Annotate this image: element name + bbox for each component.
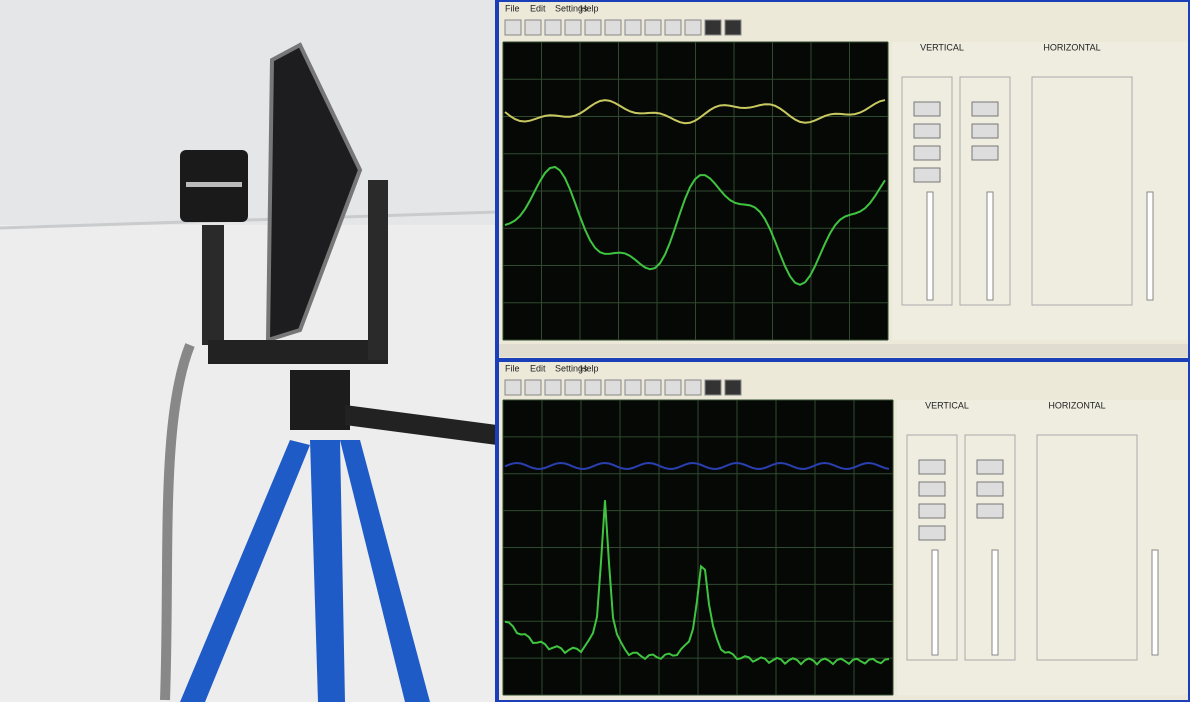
- toolbar-button[interactable]: [584, 19, 602, 36]
- toolbar-button[interactable]: [524, 19, 542, 36]
- slider[interactable]: [986, 191, 994, 301]
- panel-button[interactable]: [976, 459, 1004, 475]
- panel-button[interactable]: [913, 123, 941, 139]
- panel-button[interactable]: [918, 459, 946, 475]
- menu-item[interactable]: Help: [580, 363, 599, 373]
- toolbar-button[interactable]: [504, 19, 522, 36]
- panel-button[interactable]: [976, 503, 1004, 519]
- toolbar-button[interactable]: [724, 19, 742, 36]
- toolbar-button[interactable]: [544, 379, 562, 396]
- panel-button[interactable]: [971, 101, 999, 117]
- status-bar: [499, 344, 1188, 357]
- toolbar-button[interactable]: [644, 19, 662, 36]
- slider[interactable]: [1151, 549, 1159, 656]
- waveform: [504, 461, 890, 470]
- panel-header: HORIZONTAL: [1043, 42, 1100, 52]
- panel-header: HORIZONTAL: [1048, 400, 1105, 410]
- panel-button[interactable]: [976, 481, 1004, 497]
- photo: [0, 0, 498, 702]
- panel-button[interactable]: [913, 101, 941, 117]
- toolbar-button[interactable]: [684, 19, 702, 36]
- toolbar-button[interactable]: [584, 379, 602, 396]
- control-panel: [892, 42, 1187, 340]
- panel-group: [906, 434, 958, 661]
- toolbar-button[interactable]: [724, 379, 742, 396]
- panel-button[interactable]: [918, 481, 946, 497]
- menu-item[interactable]: File: [505, 363, 520, 373]
- toolbar-button[interactable]: [684, 379, 702, 396]
- toolbar-button[interactable]: [544, 19, 562, 36]
- panel-button[interactable]: [913, 145, 941, 161]
- slider[interactable]: [931, 549, 939, 656]
- toolbar-button[interactable]: [624, 19, 642, 36]
- menu-item[interactable]: File: [505, 3, 520, 13]
- toolbar-button[interactable]: [704, 19, 722, 36]
- arm: [202, 225, 224, 345]
- panel-group: [1031, 76, 1133, 306]
- spectrum: [504, 500, 890, 666]
- slider[interactable]: [926, 191, 934, 301]
- menu-item[interactable]: Settings: [555, 3, 588, 13]
- tripod-leg: [340, 440, 430, 702]
- toolbar-button[interactable]: [564, 379, 582, 396]
- panel-header: VERTICAL: [925, 400, 969, 410]
- wall-lower: [0, 225, 497, 702]
- bracket-side: [368, 180, 388, 360]
- toolbar-button[interactable]: [604, 19, 622, 36]
- toolbar-button[interactable]: [664, 379, 682, 396]
- toolbar-button[interactable]: [624, 379, 642, 396]
- toolbar-button[interactable]: [704, 379, 722, 396]
- menu-item[interactable]: Edit: [530, 363, 546, 373]
- tripod-head: [290, 370, 350, 430]
- panel-header: VERTICAL: [920, 42, 964, 52]
- string: [0, 210, 498, 230]
- menu-item[interactable]: Edit: [530, 3, 546, 13]
- menu-item[interactable]: Settings: [555, 363, 588, 373]
- mic-stripe: [186, 182, 242, 187]
- panel-button[interactable]: [918, 525, 946, 541]
- panel-button[interactable]: [918, 503, 946, 519]
- toolbar-button[interactable]: [524, 379, 542, 396]
- panel-button[interactable]: [971, 145, 999, 161]
- panel-group: [959, 76, 1011, 306]
- panel-group: [1036, 434, 1138, 661]
- bracket: [208, 340, 388, 364]
- toolbar-button[interactable]: [604, 379, 622, 396]
- toolbar-button[interactable]: [564, 19, 582, 36]
- cable: [160, 343, 195, 701]
- panel-button[interactable]: [913, 167, 941, 183]
- menu-item[interactable]: Help: [580, 3, 599, 13]
- handle: [345, 405, 497, 445]
- tripod-leg: [310, 440, 345, 702]
- slider[interactable]: [991, 549, 999, 656]
- tripod-leg: [180, 440, 310, 702]
- toolbar-button[interactable]: [664, 19, 682, 36]
- waveform: [504, 99, 886, 125]
- control-panel: [897, 400, 1187, 695]
- panel-group: [964, 434, 1016, 661]
- toolbar-button[interactable]: [504, 379, 522, 396]
- panel-button[interactable]: [971, 123, 999, 139]
- slider[interactable]: [1146, 191, 1154, 301]
- waveform: [504, 165, 886, 286]
- reflector-dish: [265, 42, 363, 343]
- panel-group: [901, 76, 953, 306]
- toolbar-button[interactable]: [644, 379, 662, 396]
